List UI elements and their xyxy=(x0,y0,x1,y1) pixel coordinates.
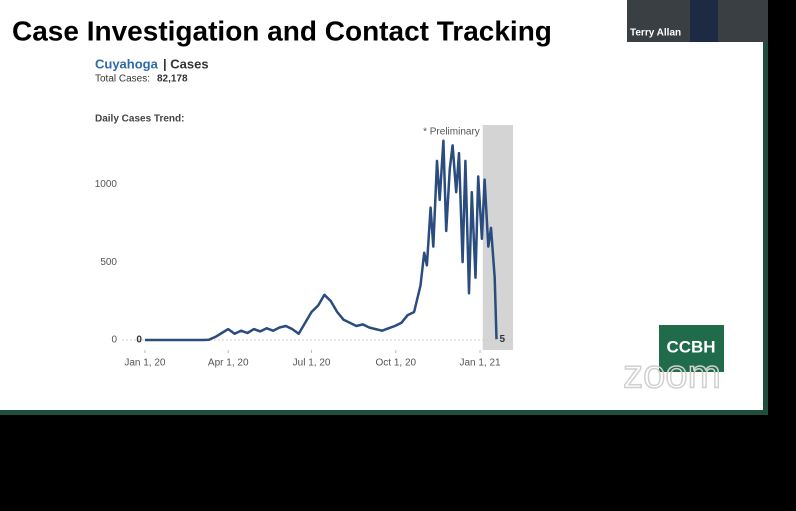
x-tick-label: Jul 1, 20 xyxy=(293,358,331,369)
x-tick-label: Apr 1, 20 xyxy=(208,358,249,369)
chart-subtitle: Daily Cases Trend: xyxy=(95,114,184,125)
y-tick-label: 500 xyxy=(100,257,117,268)
plot: * Preliminary 0 500 1000 Jan 1, 20 Apr 1, 20 J… xyxy=(95,125,513,369)
slide xyxy=(0,0,763,410)
y-tick-label: 1000 xyxy=(95,179,118,190)
slide-title: Case Investigation and Contact Tracking xyxy=(12,15,552,46)
chart-title: Cuyahoga xyxy=(95,56,159,71)
total-label: Total Cases: xyxy=(95,74,150,85)
logo-text: CCBH xyxy=(666,337,715,356)
value-label: 0 xyxy=(136,335,142,346)
total-value: 82,178 xyxy=(157,74,188,85)
x-tick-label: Jan 1, 20 xyxy=(124,358,166,369)
zoom-watermark: zoom xyxy=(623,353,721,397)
line xyxy=(144,139,498,342)
logo xyxy=(659,325,724,372)
x-tick-label: Jan 1, 21 xyxy=(459,358,501,369)
chart-title-suffix: | Cases xyxy=(163,56,209,71)
participant-figure xyxy=(690,0,718,42)
participant-name: Terry Allan xyxy=(630,28,681,39)
value-label: 5 xyxy=(500,334,506,345)
annotation: * Preliminary xyxy=(423,127,480,138)
y-tick-label: 0 xyxy=(111,335,117,346)
x-tick-label: Oct 1, 20 xyxy=(376,358,417,369)
